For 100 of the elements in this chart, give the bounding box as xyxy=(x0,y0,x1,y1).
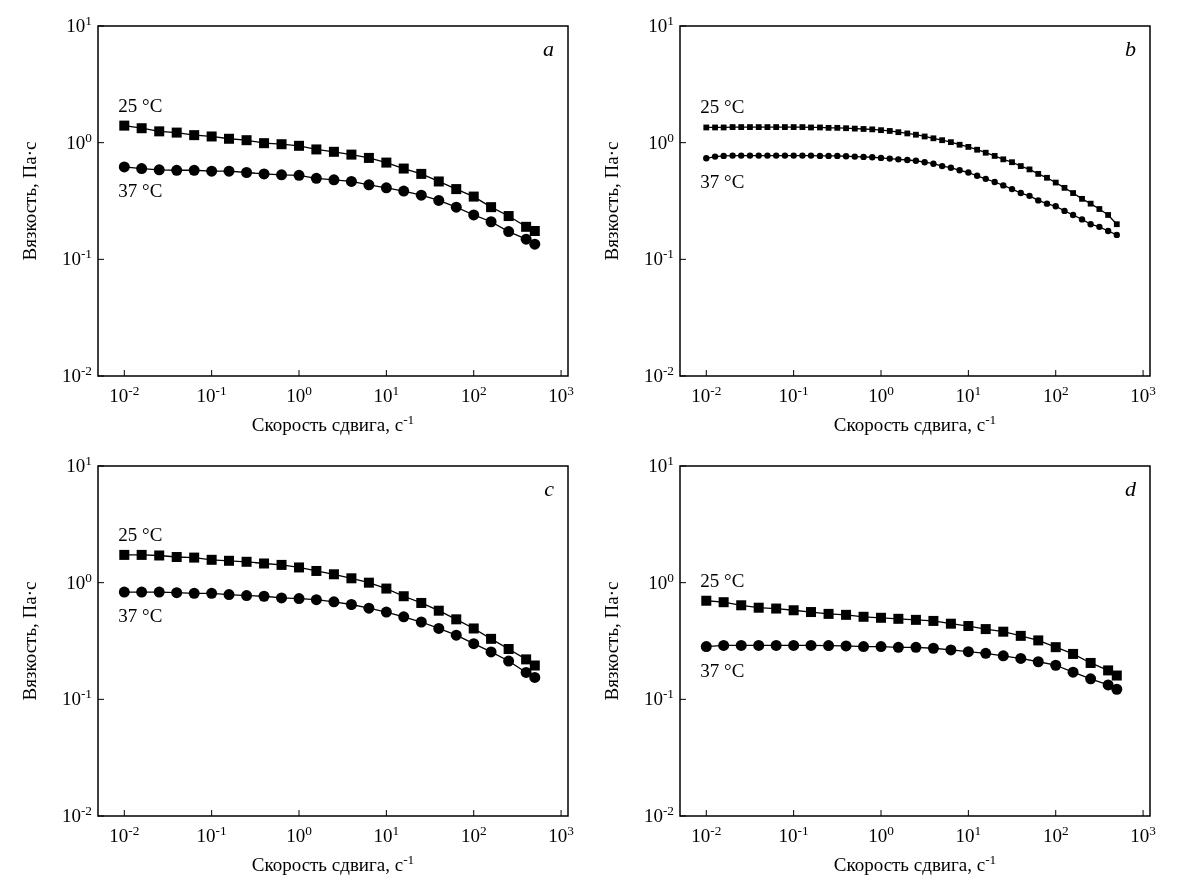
point xyxy=(773,124,780,130)
point xyxy=(503,211,514,222)
x-tick-label: 10$^{-1}$ xyxy=(196,382,227,406)
point xyxy=(276,559,287,570)
point xyxy=(433,622,445,634)
point xyxy=(328,596,340,608)
point xyxy=(1087,221,1094,228)
point xyxy=(380,606,392,618)
series-label: 25 °C xyxy=(700,569,745,591)
point xyxy=(947,164,955,171)
point xyxy=(912,157,920,164)
point xyxy=(118,161,130,173)
point xyxy=(521,654,532,665)
point xyxy=(753,602,764,613)
point xyxy=(1026,192,1033,200)
point xyxy=(738,124,745,130)
point xyxy=(486,202,497,213)
point xyxy=(1008,185,1016,193)
point xyxy=(345,175,357,187)
x-tick-label: 10$^{-2}$ xyxy=(109,382,140,406)
point xyxy=(948,139,954,146)
point xyxy=(945,644,957,656)
point xyxy=(520,233,532,245)
point xyxy=(276,592,288,604)
point xyxy=(807,152,815,159)
point xyxy=(171,164,183,176)
point xyxy=(1009,159,1015,166)
x-tick-label: 10$^{0}$ xyxy=(868,822,895,846)
point xyxy=(1052,179,1059,186)
point xyxy=(938,162,946,170)
point xyxy=(1085,673,1097,685)
point xyxy=(346,149,357,160)
point xyxy=(1050,659,1062,671)
point xyxy=(189,552,200,563)
point xyxy=(956,141,963,148)
point xyxy=(206,165,218,177)
point xyxy=(921,159,928,166)
point xyxy=(310,594,322,606)
annotation: a xyxy=(543,36,554,61)
point xyxy=(433,605,444,616)
point xyxy=(1085,657,1096,668)
point xyxy=(485,216,497,228)
point xyxy=(991,178,998,186)
point xyxy=(1068,648,1079,659)
point xyxy=(520,666,532,678)
point xyxy=(259,558,270,569)
point xyxy=(736,600,747,611)
series-label: 25 °C xyxy=(118,94,163,116)
x-tick-label: 10$^{1}$ xyxy=(955,382,982,406)
point xyxy=(328,174,340,186)
x-tick-label: 10$^{3}$ xyxy=(1130,822,1157,846)
point xyxy=(451,184,462,195)
point xyxy=(258,168,270,180)
series-label: 37 °C xyxy=(700,171,745,193)
point xyxy=(433,194,445,206)
point xyxy=(834,152,841,160)
point xyxy=(1061,184,1068,191)
point xyxy=(136,123,147,134)
point xyxy=(154,126,165,137)
x-tick-label: 10$^{-1}$ xyxy=(778,382,809,406)
point xyxy=(1069,211,1077,219)
point xyxy=(823,608,834,619)
point xyxy=(223,165,235,177)
point xyxy=(1079,195,1085,202)
point xyxy=(991,153,998,159)
point xyxy=(965,144,972,150)
point xyxy=(346,573,357,584)
point xyxy=(735,639,747,651)
point xyxy=(136,586,148,598)
point xyxy=(782,124,788,130)
point xyxy=(817,124,823,131)
point xyxy=(468,191,479,202)
point xyxy=(755,152,762,159)
point xyxy=(729,124,736,130)
x-tick-label: 10$^{3}$ xyxy=(1130,382,1157,406)
point xyxy=(973,172,981,179)
point xyxy=(1113,231,1120,239)
point xyxy=(998,626,1009,637)
point xyxy=(878,127,884,134)
point xyxy=(171,587,183,599)
x-tick-label: 10$^{2}$ xyxy=(460,382,487,406)
x-tick-label: 10$^{0}$ xyxy=(286,822,313,846)
point xyxy=(904,130,911,137)
point xyxy=(1052,203,1059,210)
point xyxy=(1061,207,1068,215)
point xyxy=(1044,174,1050,181)
point xyxy=(276,139,287,150)
point xyxy=(718,597,729,608)
point xyxy=(328,146,339,157)
point xyxy=(825,124,832,131)
point xyxy=(1015,652,1027,664)
point xyxy=(974,146,981,153)
point xyxy=(468,623,479,634)
x-tick-label: 10$^{-2}$ xyxy=(691,382,722,406)
point xyxy=(720,124,727,131)
point xyxy=(1035,170,1042,177)
point xyxy=(415,616,427,628)
point xyxy=(825,152,832,160)
point xyxy=(781,152,789,159)
point xyxy=(962,646,974,658)
